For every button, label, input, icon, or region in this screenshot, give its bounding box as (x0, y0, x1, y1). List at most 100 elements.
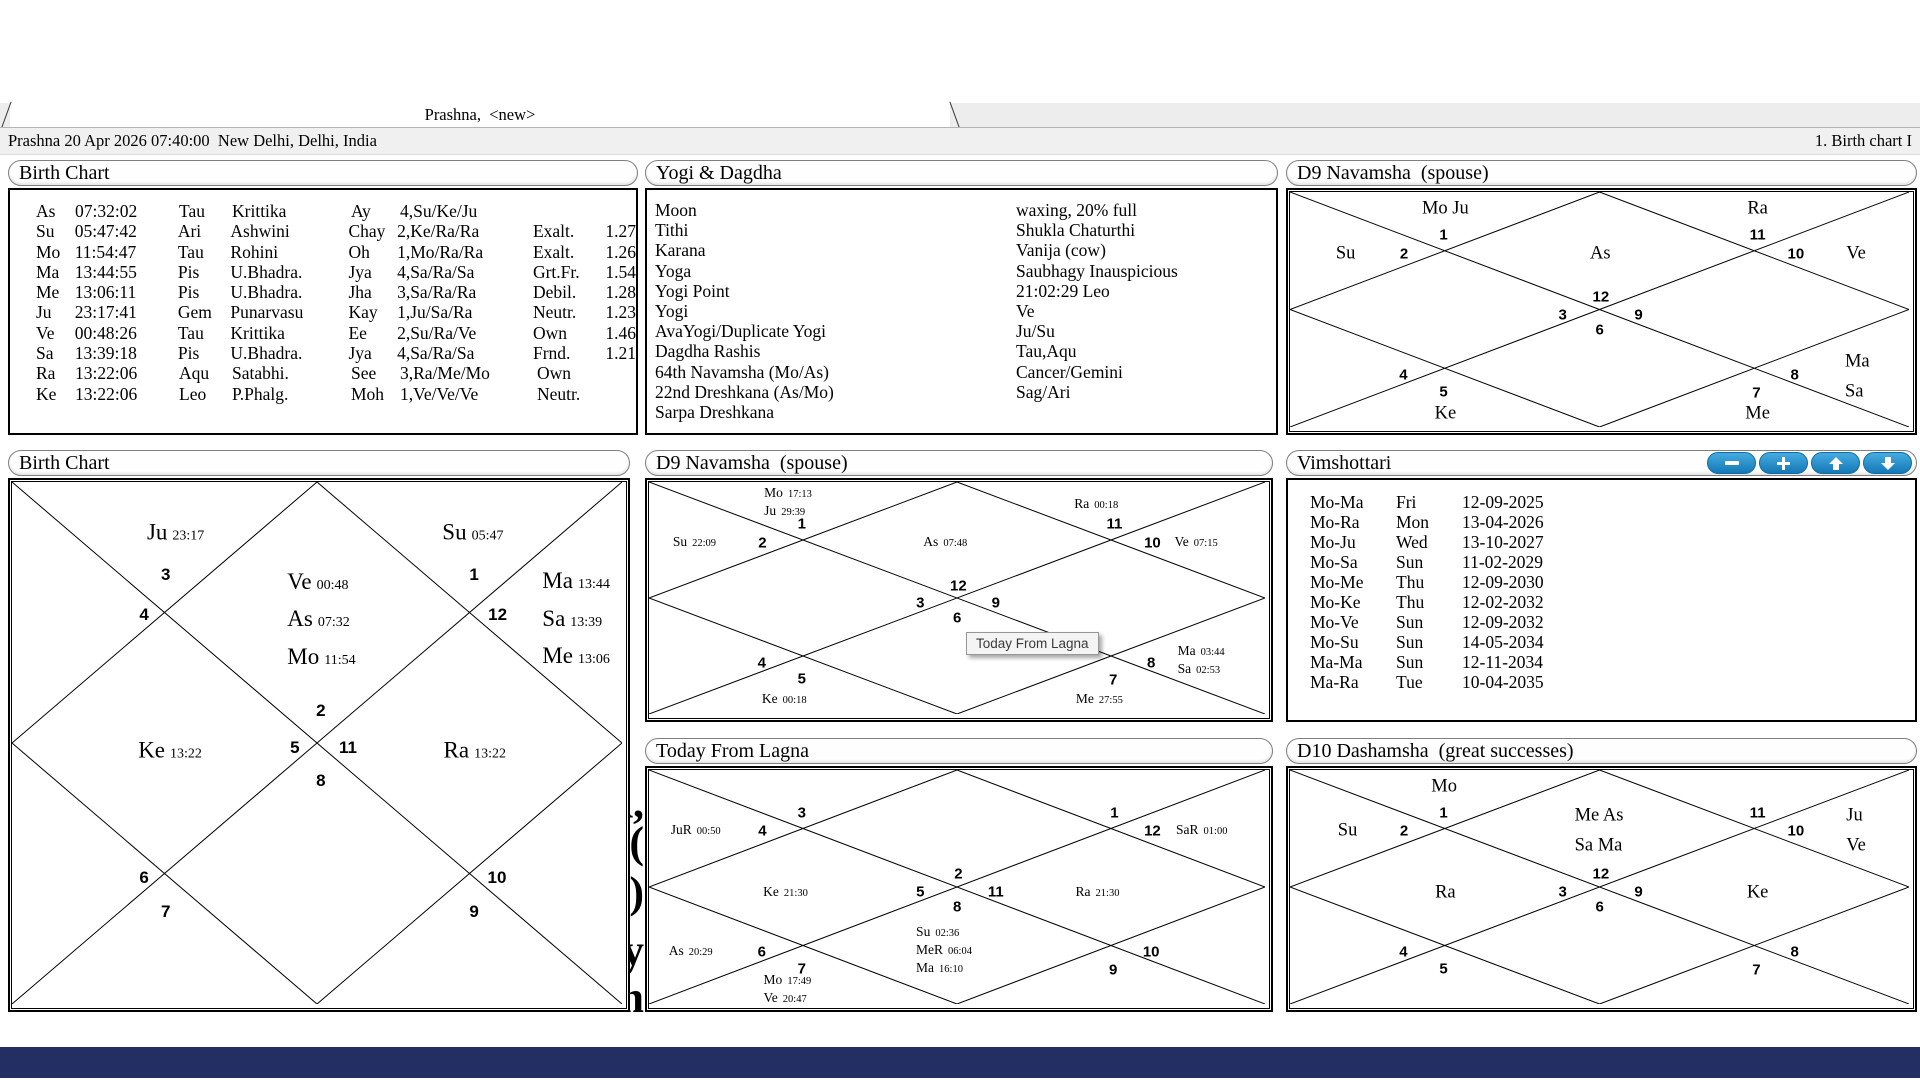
dasha-row[interactable]: Mo-Ve Sun 12-09-2032 (1288, 612, 1915, 632)
house-number: 1 (1110, 804, 1119, 822)
house-number: 8 (1790, 366, 1799, 384)
tab-prashna[interactable]: Prashna, <new> (10, 103, 950, 127)
chart-grid-lines (1290, 770, 1909, 1004)
dasha-date: 12-11-2034 (1462, 652, 1544, 672)
planet-degree: 13:22 (170, 746, 202, 762)
today-from-lagna-chart[interactable]: 3 4 1 12 2 5 11 8 6 7 10 9 JuR 00:50 SaR 01:00 Ke 21:30 Ra… (645, 766, 1273, 1012)
dasha-row[interactable]: Mo-Ma Fri 12-09-2025 (1288, 492, 1915, 512)
d10-dashamsha-chart[interactable]: 1 2 11 10 12 3 9 6 4 5 8 7 Mo Su Me As Sa Ma Ju Ve Ra Ke (1286, 766, 1917, 1012)
planet-label: Su 02:36 MeR 06:04 Ma 16:10 (916, 924, 972, 978)
table-cell: Krittika (232, 201, 287, 221)
table-cell: 1,Ju/Sa/Ra (397, 302, 473, 323)
planet-abbreviation: Ju (146, 519, 168, 545)
panel-title-vimshottari[interactable]: Vimshottari (1286, 450, 1917, 476)
dasha-row[interactable]: Mo-Ju Wed 13-10-2027 (1288, 532, 1915, 552)
table-cell: Me (36, 282, 60, 303)
table-cell: Pis (177, 282, 200, 303)
dasha-row[interactable]: Mo-Su Sun 14-05-2034 (1288, 632, 1915, 652)
planet-label: Su 22:09 (673, 534, 716, 552)
down-icon (1880, 456, 1895, 470)
planet-abbreviation: Mo (764, 485, 783, 501)
table-row: Sa 13:39:18 Pis U.Bhadra. Jya 4,Sa/Ra/Sa Frnd.… (10, 343, 636, 363)
table-cell: Aqu (179, 363, 210, 384)
expand-dasha-button[interactable] (1759, 452, 1808, 474)
planet-abbreviation: Ma (1177, 643, 1196, 659)
chart-grid-lines (1290, 192, 1909, 427)
house-number: 1 (1439, 226, 1448, 244)
table-cell: Tau (177, 322, 204, 343)
dasha-weekday: Mon (1396, 512, 1430, 532)
d9-navamsha-chart-mid[interactable]: 1 2 11 10 12 3 9 6 4 5 8 7 Mo 17:13 Ju 29:39 Su 22:09 As 07… (645, 478, 1273, 722)
panel-title-birth-chart[interactable]: Birth Chart (8, 450, 630, 476)
planet-abbreviation: Ju (764, 503, 777, 519)
planet-abbreviation: Ra (1074, 495, 1090, 511)
dasha-name: Mo-Ma (1310, 492, 1364, 512)
collapse-dasha-button[interactable] (1707, 452, 1756, 474)
table-cell: 23:17:41 (74, 302, 137, 323)
panel-title-yogi-dagdha[interactable]: Yogi & Dagdha (645, 160, 1278, 186)
planet-abbreviation: Ve (1846, 242, 1866, 263)
dasha-weekday: Fri (1396, 492, 1417, 512)
yogi-row: Karana Vanija (cow) (647, 240, 1276, 260)
planet-abbreviation: SaR (1176, 822, 1199, 838)
table-cell: 4,Su/Ke/Ju (400, 201, 478, 221)
panel-title-birth-chart-table[interactable]: Birth Chart (8, 160, 638, 186)
dasha-weekday: Sun (1396, 612, 1424, 632)
planet-degree: 13:06 (577, 652, 610, 668)
dasha-row[interactable]: Mo-Me Thu 12-09-2030 (1288, 572, 1915, 592)
table-cell: As (36, 201, 56, 221)
table-cell: Neutr. (537, 383, 581, 404)
table-cell: Pis (177, 343, 200, 364)
planet-degree: 02:53 (1196, 665, 1221, 677)
scroll-up-button[interactable] (1811, 452, 1860, 474)
planet-abbreviation: Ma (916, 959, 935, 975)
planet-abbreviation: MeR (916, 941, 944, 957)
table-row: Su 05:47:42 Ari Ashwini Chay 2,Ke/Ra/Ra Exalt.… (10, 221, 636, 241)
planet-abbreviation: Me As (1574, 805, 1624, 826)
planet-abbreviation: Me (542, 643, 573, 669)
scroll-down-button[interactable] (1863, 452, 1912, 474)
yogi-row: 22nd Dreshkana (As/Mo) Sag/Ari (647, 382, 1276, 402)
dasha-date: 11-02-2029 (1462, 552, 1544, 572)
table-cell: 11:54:47 (74, 241, 137, 262)
birth-chart-diagram[interactable]: 3 4 1 12 2 5 11 8 6 7 10 9 Ju 23:17 Su 05:47 Ve 00:48 As 07… (8, 478, 630, 1012)
dasha-row[interactable]: Ma-Ra Tue 10-04-2035 (1288, 672, 1915, 692)
panel-title-d9-navamsha-mid[interactable]: D9 Navamsha (spouse) (645, 450, 1273, 476)
house-number: 9 (1108, 961, 1118, 979)
planet-abbreviation: Ma (542, 568, 573, 594)
planet-abbreviation: Ra (1747, 198, 1768, 219)
dasha-row[interactable]: Mo-Ra Mon 13-04-2026 (1288, 512, 1915, 532)
planet-abbreviation: As (1589, 242, 1611, 263)
d9-navamsha-chart-top[interactable]: 1 2 11 10 12 3 9 6 4 5 8 7 Mo Ju Su As Ra Ve Ke Me Ma Sa (1286, 188, 1917, 435)
yogi-row: Dagdha Rashis Tau,Aqu (647, 341, 1276, 361)
birth-chart-table: As 07:32:02 Tau Krittika Ay 4,Su/Ke/Ju Su 05:47… (8, 188, 638, 435)
dasha-row[interactable]: Mo-Ke Thu 12-02-2032 (1288, 592, 1915, 612)
occluded-text-fragment: ( (630, 818, 644, 867)
planet-label: Ke 00:18 (762, 691, 807, 709)
dasha-row[interactable]: Ma-Ma Sun 12-11-2034 (1288, 652, 1915, 672)
planet-abbreviation: Ve (1174, 533, 1189, 549)
planet-abbreviation: Me (1745, 402, 1770, 423)
house-number: 9 (991, 594, 1000, 612)
table-cell: Moh (351, 383, 385, 404)
dasha-row[interactable]: Mo-Sa Sun 11-02-2029 (1288, 552, 1915, 572)
table-cell: Su (36, 221, 55, 242)
table-cell: 1,Mo/Ra/Ra (397, 241, 484, 262)
minus-icon (1724, 461, 1739, 465)
table-row: Me 13:06:11 Pis U.Bhadra. Jha 3,Sa/Ra/Ra Debil… (10, 282, 636, 302)
house-number: 3 (797, 804, 806, 822)
table-cell: 13:22:06 (75, 363, 138, 384)
house-number: 2 (954, 865, 963, 883)
panel-title-d10-dashamsha[interactable]: D10 Dashamsha (great successes) (1286, 738, 1917, 764)
panel-title-today-from-lagna[interactable]: Today From Lagna (645, 738, 1273, 764)
table-cell: Rohini (230, 241, 279, 262)
house-number: 10 (1787, 822, 1805, 840)
planet-degree: 06:04 (948, 945, 972, 957)
table-cell: Sa (36, 343, 54, 364)
planet-degree: 16:10 (939, 963, 963, 975)
house-number: 1 (1439, 804, 1448, 822)
planet-label: As (1590, 239, 1611, 269)
yogi-value: waxing, 20% full (1016, 200, 1138, 220)
table-cell: 4,Sa/Ra/Sa (397, 261, 475, 282)
panel-title-d9-navamsha-top[interactable]: D9 Navamsha (spouse) (1286, 160, 1917, 186)
